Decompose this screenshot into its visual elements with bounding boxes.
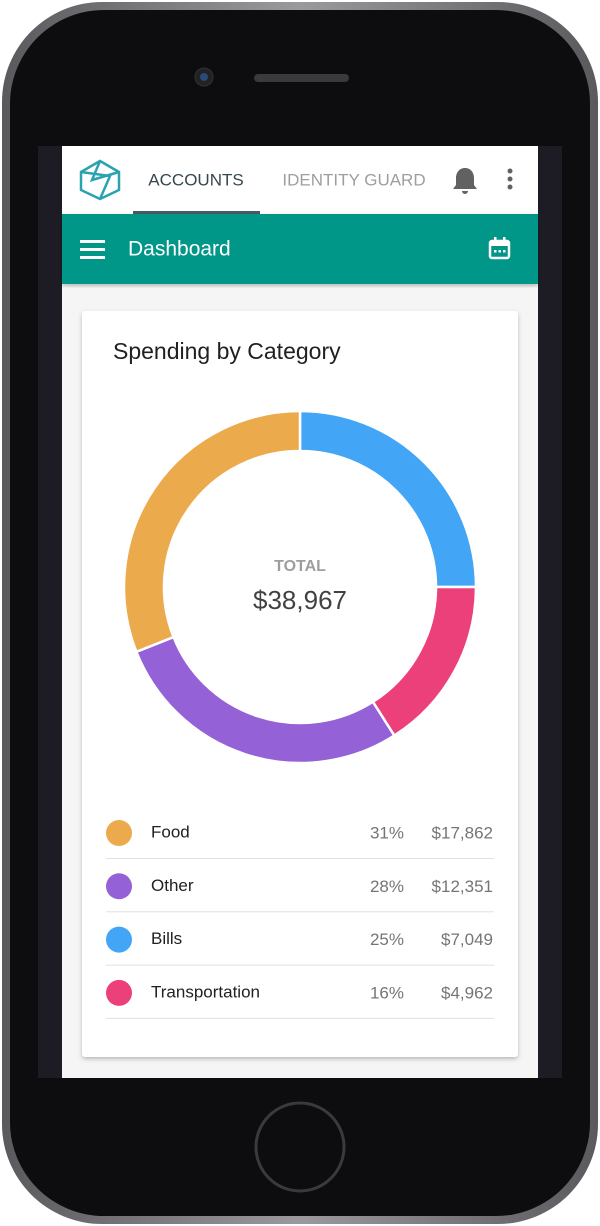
legend-name: Other — [151, 876, 194, 895]
toolbar — [62, 214, 538, 284]
legend-percent: 31% — [370, 823, 404, 842]
legend-name: Transportation — [151, 982, 260, 1001]
bell-icon[interactable] — [453, 168, 477, 194]
legend-amount: $7,049 — [441, 930, 493, 949]
legend-divider — [106, 911, 494, 913]
legend-name: Food — [151, 822, 190, 841]
legend-divider — [106, 858, 494, 859]
legend-dot — [106, 873, 132, 900]
center-value: $38,967 — [253, 585, 347, 615]
legend-amount: $4,962 — [441, 983, 493, 1002]
tab-accounts[interactable]: ACCOUNTS — [148, 170, 243, 189]
legend-dot — [106, 820, 132, 846]
calendar-icon[interactable] — [488, 237, 511, 260]
legend-divider — [106, 1017, 494, 1019]
legend-name: Bills — [151, 929, 182, 948]
camera-lens — [200, 73, 208, 81]
legend-dot — [106, 979, 132, 1006]
donut-slice — [122, 409, 302, 654]
legend-percent: 28% — [370, 877, 404, 896]
legend-percent: 25% — [370, 930, 404, 949]
tab-identity-guard[interactable]: IDENTITY GUARD — [282, 170, 425, 189]
legend-percent: 16% — [370, 983, 404, 1002]
home-button[interactable] — [254, 1101, 346, 1193]
more-icon[interactable] — [507, 168, 513, 190]
legend-divider — [106, 964, 494, 966]
tab-indicator — [133, 211, 260, 214]
logo — [79, 159, 121, 201]
legend-dot — [106, 926, 132, 953]
card-title: Spending by Category — [113, 338, 341, 364]
center-label: TOTAL — [274, 558, 326, 575]
legend-amount: $17,862 — [432, 823, 493, 842]
legend-amount: $12,351 — [432, 877, 493, 896]
toolbar-title: Dashboard — [128, 238, 231, 261]
menu-icon[interactable] — [80, 240, 105, 259]
speaker — [254, 74, 349, 82]
